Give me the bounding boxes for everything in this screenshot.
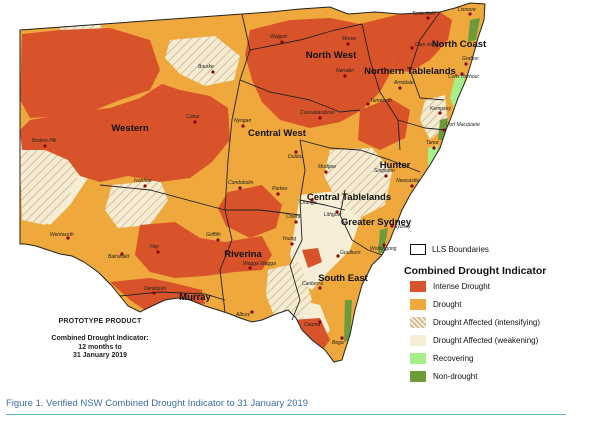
region-northern-tablelands: Northern Tablelands [364, 66, 456, 77]
town-narrabri: Narrabri [336, 68, 355, 74]
town-coffs-harbour: Coffs Harbour [448, 74, 479, 80]
town-griffith: Griffith [206, 232, 221, 238]
town-deniliquin: Deniliquin [144, 286, 166, 292]
town-hay: Hay [150, 244, 159, 250]
town-orange: Orange [300, 200, 317, 206]
region-north-coast: North Coast [432, 39, 487, 50]
town-labels: Tenterfield Lismore Moree Glen Innes Gra… [32, 7, 480, 346]
legend: Intense Drought Drought Drought Affected… [410, 281, 540, 382]
town-cooma: Cooma [304, 322, 320, 328]
region-western: Western [111, 123, 149, 134]
swatch-affected-weakening [410, 335, 426, 346]
town-wagga-wagga: Wagga Wagga [243, 261, 276, 267]
town-parkes: Parkes [272, 186, 288, 192]
region-north-west: North West [306, 50, 357, 61]
town-glen-innes: Glen Innes [415, 42, 440, 48]
town-moree: Moree [342, 36, 356, 42]
figure-caption: Figure 1. Verified NSW Combined Drought … [6, 398, 309, 409]
state-outline [19, 2, 486, 363]
region-murray: Murray [179, 292, 211, 303]
town-coonabarabran: Coonabarabran [300, 110, 335, 116]
town-mudgee: Mudgee [318, 164, 336, 170]
region-greater-sydney: Greater Sydney [341, 217, 412, 228]
legend-item-drought: Drought [410, 299, 540, 310]
region-south-east: South East [318, 273, 368, 284]
town-markers [43, 12, 472, 340]
legend-label: Intense Drought [433, 282, 490, 291]
lls-boundaries [99, 11, 447, 321]
prototype-line-2: 12 months to [78, 343, 122, 351]
legend-label: Recovering [433, 354, 474, 363]
town-bega: Bega [332, 340, 344, 346]
town-walgett: Walgett [270, 34, 287, 40]
town-condobolin: Condobolin [228, 180, 254, 186]
boundary-swatch [410, 244, 426, 255]
legend-item-non-drought: Non-drought [410, 371, 540, 382]
town-singleton: Singleton [374, 168, 395, 174]
swatch-drought [410, 299, 426, 310]
legend-item-recovering: Recovering [410, 353, 540, 364]
town-bourke: Bourke [198, 64, 214, 70]
town-albury: Albury [235, 312, 251, 318]
town-wollongong: Wollongong [370, 246, 397, 252]
region-labels: North Coast North West Northern Tablelan… [111, 39, 487, 303]
region-central-tablelands: Central Tablelands [307, 192, 391, 203]
town-canberra: Canberra [302, 281, 323, 287]
legend-label: Drought Affected (intensifying) [433, 318, 541, 327]
prototype-line-1: Combined Drought Indicator: [51, 335, 149, 342]
town-broken-hill: Broken Hill [32, 138, 57, 144]
town-balranald: Balranald [108, 254, 129, 260]
legend-item-affected-weakening: Drought Affected (weakening) [410, 335, 540, 346]
town-young: Young [282, 236, 296, 242]
town-dubbo: Dubbo [288, 154, 303, 160]
town-grafton: Grafton [462, 56, 479, 62]
town-taree: Taree [426, 140, 439, 146]
legend-label: Drought [433, 300, 462, 309]
legend-item-intense-drought: Intense Drought [410, 281, 540, 292]
town-kempsey: Kempsey [430, 106, 451, 112]
legend-label: Non-drought [433, 372, 478, 381]
prototype-title: PROTOTYPE PRODUCT [58, 318, 142, 325]
swatch-affected-intensifying [410, 317, 426, 328]
region-hunter: Hunter [380, 160, 411, 171]
town-ivanhoe: Ivanhoe [134, 178, 152, 184]
region-central-west: Central West [248, 128, 307, 139]
region-riverina: Riverina [224, 249, 262, 260]
legend-item-affected-intensifying: Drought Affected (intensifying) [410, 317, 540, 328]
legend-boundary-entry: LLS Boundaries [410, 244, 489, 255]
town-goulburn: Goulburn [340, 250, 361, 256]
legend-title: Combined Drought Indicator [404, 265, 547, 277]
town-cowra: Cowra [286, 214, 301, 220]
legend-label: Drought Affected (weakening) [433, 336, 539, 345]
boundary-label: LLS Boundaries [432, 245, 489, 254]
town-tenterfield: Tenterfield [412, 11, 435, 17]
town-armidale: Armidale [393, 80, 414, 86]
swatch-intense-drought [410, 281, 426, 292]
town-sydney: Sydney [394, 224, 411, 230]
town-nyngan: Nyngan [234, 118, 251, 124]
town-port-macquarie: Port Macquarie [446, 122, 480, 128]
town-cobar: Cobar [186, 114, 200, 120]
prototype-line-3: 31 January 2019 [72, 352, 128, 359]
town-newcastle: Newcastle [396, 178, 419, 184]
swatch-non-drought [410, 371, 426, 382]
town-lithgow: Lithgow [324, 212, 342, 218]
town-wentworth: Wentworth [50, 232, 74, 238]
town-lismore: Lismore [458, 7, 476, 13]
town-tamworth: Tamworth [370, 98, 392, 104]
swatch-recovering [410, 353, 426, 364]
caption-divider [6, 414, 566, 415]
prototype-note: PROTOTYPE PRODUCT Combined Drought Indic… [30, 318, 170, 361]
